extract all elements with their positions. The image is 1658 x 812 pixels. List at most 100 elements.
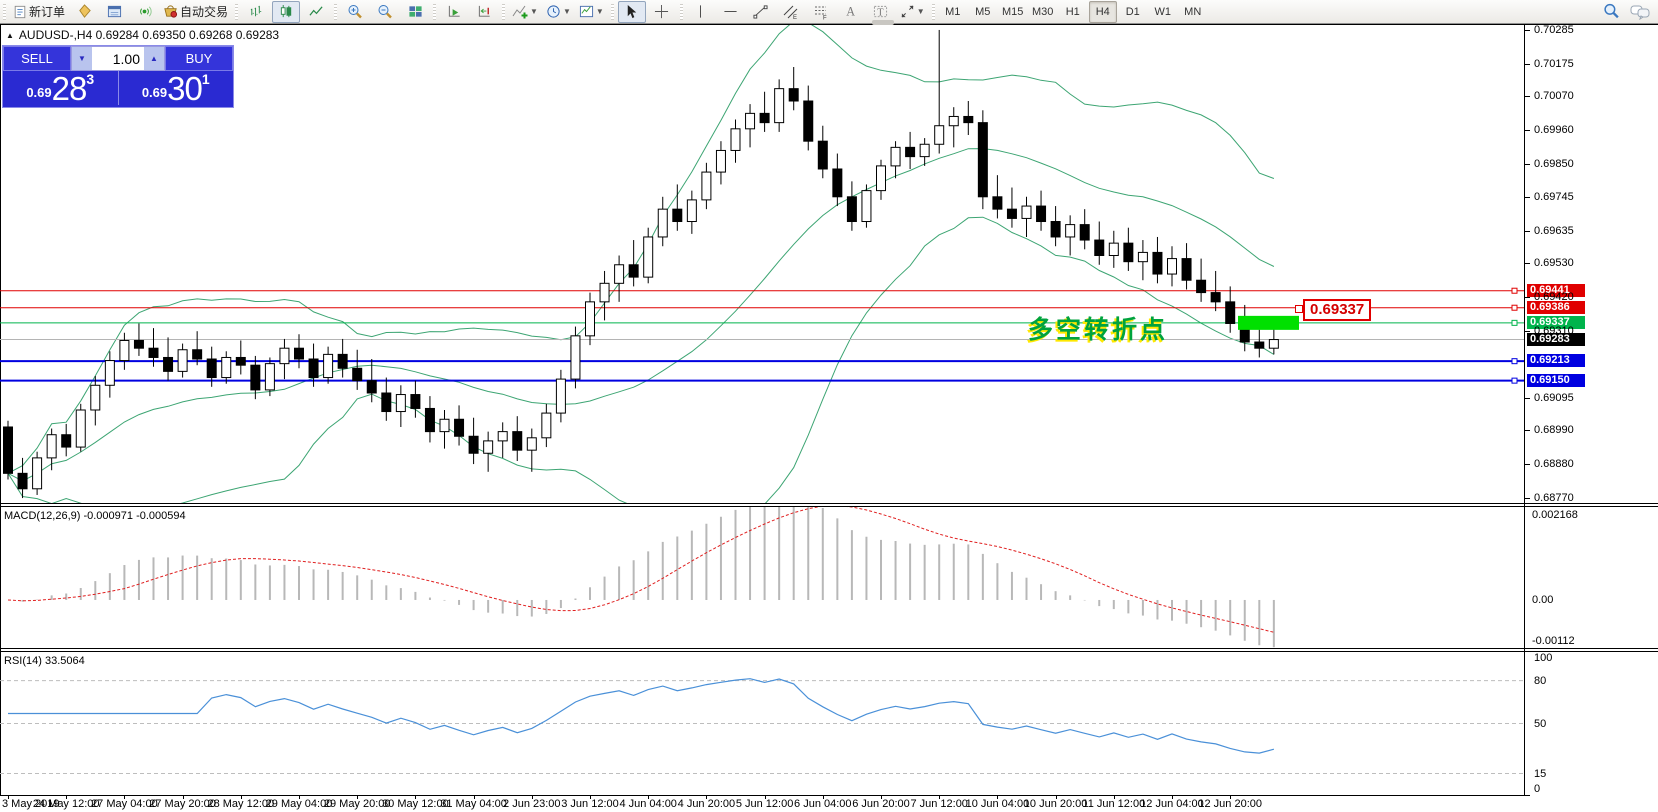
chat-icon[interactable] — [1630, 4, 1650, 20]
toolbar-drag-handle[interactable] — [334, 3, 338, 20]
date-tick-mark — [997, 796, 999, 799]
auto-scroll-icon — [447, 4, 462, 19]
callout-anchor-handle[interactable] — [1295, 305, 1303, 313]
tile-windows-button[interactable] — [401, 1, 429, 23]
crosshair-button[interactable] — [648, 1, 676, 23]
price-tick-mark — [1525, 164, 1530, 166]
timeframe-m1[interactable]: M1 — [945, 5, 961, 18]
periods-button[interactable]: ▼ — [543, 1, 574, 23]
pane-separator[interactable] — [0, 651, 1658, 652]
timeframe-m5[interactable]: M5 — [975, 5, 991, 18]
toolbar-drag-handle[interactable] — [433, 3, 437, 20]
buy-price[interactable]: 0.69 30 1 — [117, 71, 234, 105]
sell-price-prefix: 0.69 — [26, 85, 52, 100]
cursor-button[interactable] — [617, 0, 646, 23]
zoom-out-button[interactable] — [371, 1, 399, 23]
date-tick-mark — [1230, 796, 1232, 799]
price-tick-mark — [1525, 498, 1530, 500]
sell-price[interactable]: 0.69 28 3 — [3, 71, 118, 105]
toolbar-drag-handle[interactable] — [610, 3, 614, 20]
timeframe-mn[interactable]: MN — [1184, 5, 1202, 18]
candlestick-chart-icon — [279, 4, 294, 19]
horizontal-line-button[interactable] — [717, 1, 745, 23]
template-icon — [579, 4, 594, 19]
sell-price-sup: 3 — [86, 71, 95, 87]
date-label: 4 Jun 04:00 — [619, 798, 677, 810]
zoom-in-button[interactable] — [341, 1, 369, 23]
pane-separator[interactable] — [0, 503, 1658, 504]
timeframe-h1[interactable]: H1 — [1065, 5, 1080, 18]
current-price-label: 0.69283 — [1527, 332, 1585, 346]
toolbar-drag-handle[interactable] — [931, 3, 935, 20]
date-label: 3 May 2019 — [2, 798, 60, 810]
pane-splitter-handle[interactable] — [872, 20, 894, 25]
candles-layer — [3, 29, 1279, 499]
indicators-button[interactable]: ▼ — [509, 1, 541, 23]
arrows-button[interactable]: ▼ — [897, 1, 928, 23]
price-tick-mark — [1525, 29, 1530, 31]
new-order-button[interactable]: 新订单 — [10, 1, 68, 23]
text-label-button[interactable]: T — [867, 1, 895, 23]
date-label: 7 Jun 12:00 — [910, 798, 968, 810]
svg-text:A: A — [847, 5, 856, 19]
price-level-label: 0.69213 — [1527, 354, 1585, 368]
pane-separator[interactable] — [0, 648, 1658, 649]
price-axis[interactable]: 0.69441 0.69386 0.69337 0.69213 0.69150 0.702… — [1525, 24, 1658, 796]
chart-shift-button[interactable] — [470, 1, 498, 23]
date-tick-mark — [415, 796, 417, 799]
date-tick-mark — [66, 796, 68, 799]
date-tick-mark — [1113, 796, 1115, 799]
buy-button[interactable]: BUY — [165, 46, 233, 71]
date-tick-mark — [1055, 796, 1057, 799]
price-tick-mark — [1525, 263, 1530, 265]
bar-chart-button[interactable] — [242, 1, 270, 23]
price-tick-label: 0.69745 — [1534, 190, 1574, 203]
timeframe-d1[interactable]: D1 — [1125, 5, 1140, 18]
market-watch-button[interactable] — [100, 1, 128, 23]
templates-button[interactable]: ▼ — [576, 1, 607, 23]
volume-decrease-button[interactable]: ▼ — [72, 47, 92, 70]
trendline-button[interactable] — [747, 1, 775, 23]
line-chart-button[interactable] — [302, 1, 330, 23]
toolbar-drag-handle[interactable] — [235, 3, 239, 20]
date-tick-mark — [473, 796, 475, 799]
toolbar-drag-handle[interactable] — [502, 3, 506, 20]
sell-button[interactable]: SELL — [3, 46, 71, 71]
price-callout-label[interactable]: 0.69337 — [1303, 299, 1372, 321]
toolbar-drag-handle[interactable] — [3, 3, 6, 20]
timeframe-m30[interactable]: M30 — [1032, 5, 1054, 18]
indicators-icon — [512, 4, 528, 20]
volume-input[interactable] — [92, 47, 144, 70]
rsi-axis-label: 50 — [1534, 717, 1547, 730]
rsi-axis-label: 0 — [1534, 783, 1541, 795]
collapse-panel-arrow-icon[interactable]: ▲ — [6, 30, 14, 40]
volume-increase-button[interactable]: ▲ — [144, 47, 164, 70]
timeframe-h4[interactable]: H4 — [1088, 0, 1117, 23]
text-button[interactable]: A — [837, 1, 865, 23]
price-axis-line — [1524, 24, 1525, 795]
bollinger-upper-band — [7, 25, 1275, 474]
time-axis-line — [0, 795, 1530, 796]
signals-button[interactable] — [130, 1, 158, 23]
date-label: 30 May 12:00 — [382, 798, 449, 810]
date-label: 24 May 12:00 — [32, 798, 100, 810]
timeframe-w1[interactable]: W1 — [1154, 5, 1171, 18]
search-icon[interactable] — [1603, 3, 1620, 20]
timeframe-m15[interactable]: M15 — [1002, 5, 1024, 18]
vertical-line-button[interactable] — [687, 1, 715, 23]
time-axis[interactable]: 3 May 2019 24 May 12:00 27 May 04:00 27 May… — [0, 797, 1530, 812]
date-tick-mark — [590, 796, 591, 799]
pane-separator[interactable] — [0, 506, 1658, 507]
fibonacci-button[interactable]: F — [807, 1, 835, 23]
equidistant-channel-button[interactable]: E — [777, 1, 805, 23]
arrows-icon — [900, 4, 915, 19]
close-order-button[interactable] — [70, 1, 98, 23]
auto-scroll-button[interactable] — [440, 1, 468, 23]
toolbar-drag-handle[interactable] — [679, 3, 683, 20]
svg-text:F: F — [823, 15, 827, 20]
auto-trading-button[interactable]: 自动交易 — [160, 1, 231, 23]
macd-axis-label: -0.00112 — [1532, 635, 1575, 647]
timeframe-toolbar: M1 M5 M15 M30 H1 H4 D1 W1 MN — [938, 0, 1208, 23]
candlestick-chart-button[interactable] — [272, 0, 301, 23]
